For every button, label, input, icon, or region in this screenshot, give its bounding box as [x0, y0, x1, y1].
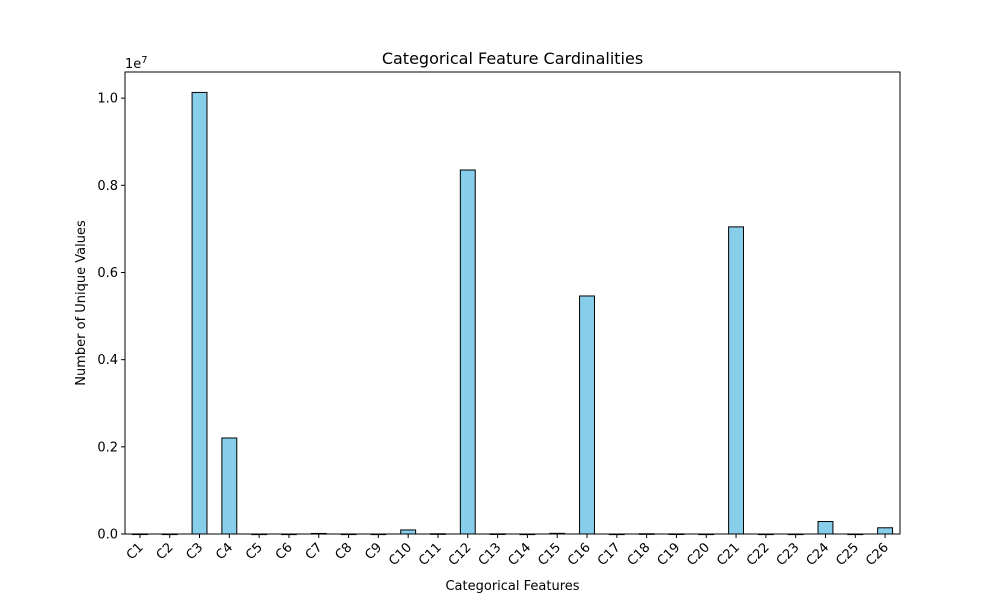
x-tick-label-C21: C21: [714, 540, 743, 569]
x-tick-label-C18: C18: [625, 540, 654, 569]
bar-C12: [459, 169, 476, 535]
y-tick-label: 1.0: [97, 92, 118, 107]
bar-C10: [400, 529, 417, 535]
x-tick-label-C1: C1: [124, 540, 147, 563]
x-tick-label-C14: C14: [506, 540, 535, 569]
x-tick-label-C25: C25: [833, 540, 862, 569]
y-tick-label: 0.0: [97, 528, 118, 543]
y-axis-label: Number of Unique Values: [74, 220, 89, 386]
x-tick-label-C16: C16: [565, 540, 594, 569]
x-tick-label-C23: C23: [774, 540, 803, 569]
chart-title: Categorical Feature Cardinalities: [382, 49, 643, 68]
plot-frame: [124, 71, 901, 535]
x-tick-label-C13: C13: [476, 540, 505, 569]
x-tick-label-C6: C6: [273, 540, 296, 563]
y-tick-label: 0.8: [97, 179, 118, 194]
x-tick-label-C3: C3: [183, 540, 206, 563]
x-tick-label-C5: C5: [243, 540, 266, 563]
x-tick-label-C12: C12: [446, 540, 475, 569]
x-tick-label-C7: C7: [303, 540, 326, 563]
y-tick-label: 0.6: [97, 266, 118, 281]
x-tick-label-C4: C4: [213, 540, 236, 563]
bar-C4: [221, 437, 238, 535]
y-multiplier-label: 1e7: [125, 55, 148, 72]
x-tick-label-C2: C2: [154, 540, 177, 563]
x-tick-label-C24: C24: [804, 540, 833, 569]
bar-C21: [728, 226, 745, 535]
y-axis: 0.0 0.2 0.4 0.6 0.8 1.0: [97, 92, 125, 543]
x-tick-label-C20: C20: [684, 540, 713, 569]
bars-layer: [131, 91, 894, 536]
x-tick-label-C17: C17: [595, 540, 624, 569]
x-tick-label-C9: C9: [362, 540, 385, 563]
x-tick-label-C11: C11: [416, 540, 445, 569]
x-axis-label: Categorical Features: [445, 579, 579, 594]
bar-C3: [191, 91, 208, 535]
x-tick-label-C19: C19: [655, 540, 684, 569]
y-tick-label: 0.4: [97, 353, 118, 368]
bar-C16: [579, 295, 595, 535]
bar-C24: [817, 521, 834, 535]
x-tick-label-C15: C15: [535, 540, 564, 569]
x-tick-label-C8: C8: [333, 540, 356, 563]
x-axis: C1 C2 C3 C4 C5 C6 C7 C8 C9 C10 C11 C12 C13 C14 C15 C16 C…: [124, 534, 892, 569]
x-tick-label-C22: C22: [744, 540, 773, 569]
y-tick-label: 0.2: [97, 440, 118, 455]
x-tick-label-C10: C10: [386, 540, 415, 569]
x-tick-label-C26: C26: [863, 540, 892, 569]
bar-C26: [877, 527, 894, 535]
